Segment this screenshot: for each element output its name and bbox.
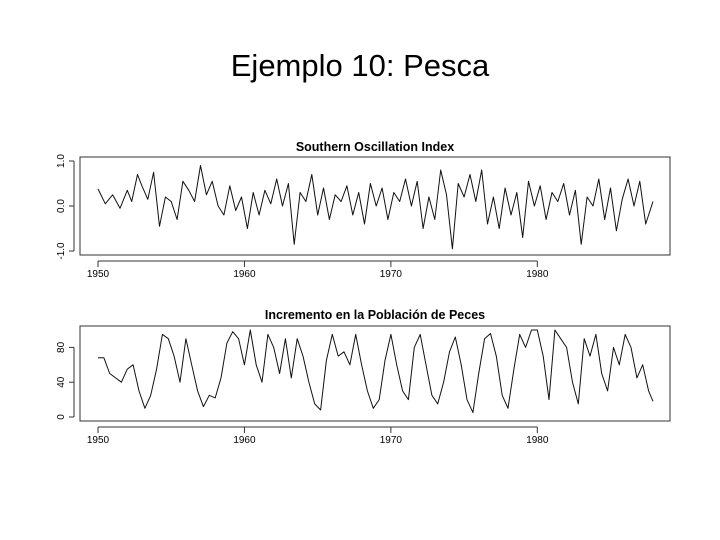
- fish-x-tick-label: 1950: [87, 435, 110, 446]
- soi-x-tick-label: 1970: [380, 269, 403, 280]
- fish-plot-frame: [79, 325, 671, 422]
- fish-y-tick-label: 0: [56, 414, 67, 420]
- fish-panel: Incremento en la Población de Peces 1950 1…: [56, 308, 671, 446]
- fish-y-tick-label: 40: [56, 376, 67, 388]
- slide-title: Ejemplo 10: Pesca: [230, 48, 490, 83]
- fish-x-tick-label: 1970: [380, 435, 403, 446]
- soi-panel: Southern Oscillation Index 1950 1960 1970 19…: [56, 140, 671, 280]
- soi-y-tick-label: -1.0: [56, 242, 67, 260]
- soi-series-line: [97, 165, 654, 250]
- soi-title: Southern Oscillation Index: [296, 140, 454, 154]
- soi-x-tick-label: 1950: [87, 269, 110, 280]
- soi-y-tick-label: 0.0: [56, 199, 67, 213]
- fish-x-tick-label: 1980: [526, 435, 549, 446]
- soi-plot-frame: [79, 156, 671, 256]
- fish-title: Incremento en la Población de Peces: [265, 308, 485, 322]
- fish-series-line: [98, 329, 654, 414]
- soi-x-tick-label: 1960: [233, 269, 256, 280]
- fish-y-tick-label: 80: [56, 341, 67, 353]
- fish-x-tick-label: 1960: [233, 435, 256, 446]
- soi-x-tick-label: 1980: [526, 269, 549, 280]
- soi-y-tick-label: 1.0: [56, 154, 67, 168]
